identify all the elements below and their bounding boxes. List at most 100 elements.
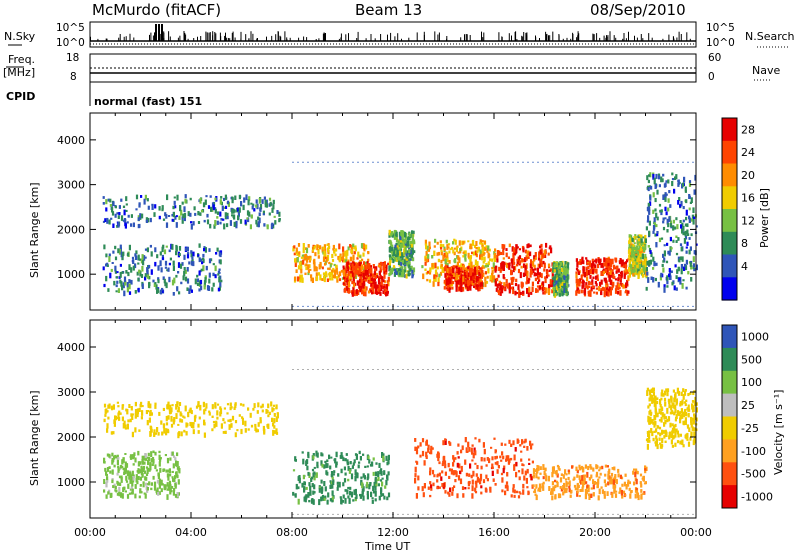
range-gate-cell bbox=[562, 266, 565, 271]
range-gate-cell bbox=[303, 481, 306, 486]
range-gate-cell bbox=[670, 439, 673, 445]
range-gate-cell bbox=[510, 443, 513, 447]
range-gate-cell bbox=[133, 452, 136, 456]
range-gate-cell bbox=[265, 199, 268, 204]
range-gate-cell bbox=[615, 490, 618, 493]
range-gate-cell bbox=[618, 276, 621, 280]
range-gate-cell bbox=[647, 206, 650, 213]
range-gate-cell bbox=[294, 456, 297, 462]
range-gate-cell bbox=[503, 244, 506, 249]
range-gate-cell bbox=[631, 269, 634, 275]
range-gate-cell bbox=[139, 469, 142, 474]
range-gate-cell bbox=[585, 284, 588, 289]
range-gate-cell bbox=[685, 246, 688, 249]
range-gate-cell bbox=[675, 414, 678, 419]
range-gate-cell bbox=[114, 265, 117, 272]
range-gate-cell bbox=[263, 428, 266, 435]
range-gate-cell bbox=[409, 252, 412, 258]
range-gate-cell bbox=[589, 268, 592, 275]
range-gate-cell bbox=[472, 452, 475, 459]
range-gate-cell bbox=[662, 220, 665, 224]
range-gate-cell bbox=[138, 495, 141, 499]
range-gate-cell bbox=[326, 278, 329, 282]
range-gate-cell bbox=[118, 486, 121, 492]
range-gate-cell bbox=[184, 405, 187, 412]
range-gate-cell bbox=[484, 487, 487, 492]
range-gate-cell bbox=[511, 262, 514, 268]
range-gate-cell bbox=[141, 266, 144, 272]
range-gate-cell bbox=[249, 412, 252, 418]
range-gate-cell bbox=[527, 243, 530, 248]
range-gate-cell bbox=[338, 243, 341, 250]
range-gate-cell bbox=[325, 256, 328, 263]
range-gate-cell bbox=[228, 424, 231, 430]
range-gate-cell bbox=[129, 488, 132, 491]
range-gate-cell bbox=[667, 223, 670, 228]
range-gate-cell bbox=[295, 250, 298, 253]
range-gate-cell bbox=[326, 459, 329, 463]
range-gate-cell bbox=[332, 473, 335, 476]
range-gate-cell bbox=[199, 198, 202, 204]
range-gate-cell bbox=[572, 478, 575, 481]
range-gate-cell bbox=[645, 286, 648, 291]
range-gate-cell bbox=[119, 279, 122, 284]
range-gate-cell bbox=[320, 496, 323, 502]
range-gate-cell bbox=[120, 492, 123, 498]
range-gate-cell bbox=[335, 461, 338, 466]
range-gate-cell bbox=[174, 484, 177, 489]
range-gate-cell bbox=[131, 470, 134, 476]
range-gate-cell bbox=[261, 403, 264, 408]
range-gate-cell bbox=[581, 486, 584, 492]
range-gate-cell bbox=[481, 282, 484, 287]
range-gate-cell bbox=[171, 486, 174, 489]
range-gate-cell bbox=[552, 282, 555, 285]
range-gate-cell bbox=[128, 244, 131, 251]
range-gate-cell bbox=[184, 276, 188, 282]
range-gate-cell bbox=[558, 283, 561, 290]
range-gate-cell bbox=[417, 486, 420, 491]
range-gate-cell bbox=[199, 258, 202, 262]
range-gate-cell bbox=[406, 262, 409, 267]
range-gate-cell bbox=[628, 267, 631, 271]
range-gate-cell bbox=[671, 281, 674, 286]
range-gate-cell bbox=[666, 242, 669, 246]
range-gate-cell bbox=[114, 489, 117, 492]
range-gate-cell bbox=[381, 452, 384, 458]
range-gate-cell bbox=[274, 430, 277, 434]
range-gate-cell bbox=[652, 267, 655, 270]
range-gate-cell bbox=[176, 194, 179, 201]
range-gate-cell bbox=[180, 419, 184, 423]
range-gate-cell bbox=[525, 270, 528, 274]
range-gate-cell bbox=[165, 422, 169, 426]
nave-label: Nave bbox=[752, 64, 781, 77]
range-gate-cell bbox=[585, 271, 588, 276]
range-gate-cell bbox=[455, 269, 458, 272]
range-gate-cell bbox=[688, 195, 691, 199]
range-gate-cell bbox=[370, 268, 373, 274]
range-gate-cell bbox=[561, 285, 564, 291]
range-gate-cell bbox=[311, 476, 314, 480]
range-gate-cell bbox=[246, 210, 250, 216]
range-gate-cell bbox=[158, 491, 161, 495]
range-gate-cell bbox=[595, 474, 598, 478]
range-gate-cell bbox=[431, 263, 434, 268]
range-gate-cell bbox=[578, 289, 581, 294]
range-gate-cell bbox=[468, 473, 471, 477]
range-gate-cell bbox=[602, 270, 605, 275]
range-gate-cell bbox=[534, 257, 537, 260]
range-gate-cell bbox=[410, 256, 414, 261]
range-gate-cell bbox=[128, 492, 131, 495]
range-gate-cell bbox=[636, 251, 639, 256]
range-gate-cell bbox=[667, 198, 670, 203]
range-gate-cell bbox=[224, 205, 228, 209]
range-gate-cell bbox=[541, 253, 544, 258]
range-gate-cell bbox=[429, 471, 432, 476]
range-gate-cell bbox=[440, 264, 443, 267]
range-gate-cell bbox=[353, 459, 356, 464]
range-gate-cell bbox=[530, 291, 533, 295]
range-gate-cell bbox=[633, 236, 636, 240]
range-gate-cell bbox=[661, 389, 664, 394]
range-gate-cell bbox=[452, 462, 455, 467]
range-gate-cell bbox=[165, 222, 169, 228]
range-gate-cell bbox=[586, 471, 589, 478]
